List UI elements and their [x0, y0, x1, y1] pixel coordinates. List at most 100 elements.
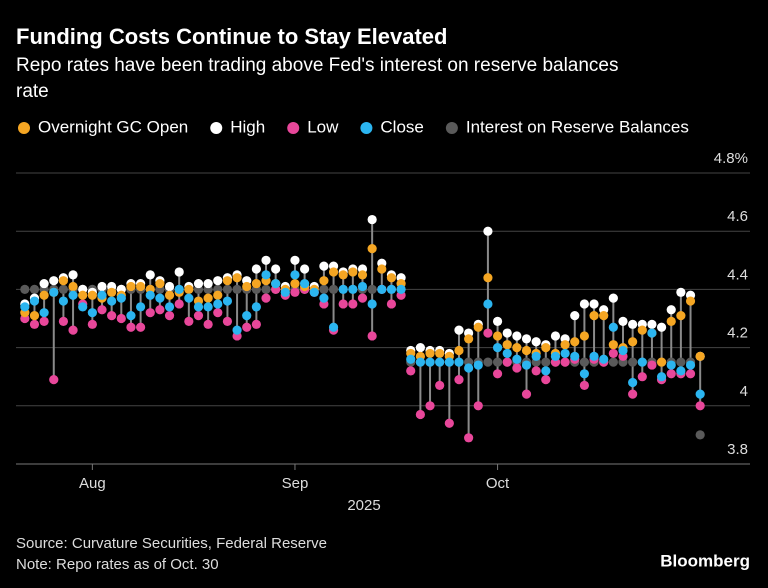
dot	[87, 308, 97, 318]
x-tick-label: Oct	[486, 475, 510, 492]
dot	[454, 345, 464, 356]
dot	[570, 351, 580, 361]
dot	[174, 284, 184, 294]
dot	[49, 287, 59, 297]
dot	[512, 343, 522, 353]
y-tick-label: 4	[740, 383, 748, 400]
dot	[685, 360, 696, 370]
dot	[560, 340, 570, 350]
legend-label: Low	[307, 117, 339, 136]
dot	[367, 331, 377, 341]
dot	[695, 389, 705, 399]
dot	[608, 322, 618, 332]
dot	[68, 270, 78, 280]
dot	[560, 348, 570, 359]
dot	[300, 264, 310, 274]
dot	[251, 302, 261, 312]
dot	[116, 293, 126, 303]
dot	[531, 366, 541, 376]
dot	[145, 308, 155, 318]
dot	[338, 284, 348, 294]
dot	[367, 244, 377, 254]
dot	[357, 281, 368, 292]
dot	[589, 299, 599, 309]
dot	[608, 293, 618, 303]
dot	[348, 299, 358, 309]
dot	[406, 366, 416, 376]
dot	[222, 284, 233, 294]
dot	[78, 302, 88, 312]
dot	[20, 284, 30, 294]
dot	[377, 284, 387, 294]
dot	[425, 401, 435, 411]
dot	[319, 261, 329, 271]
dot	[184, 284, 194, 294]
dot	[193, 310, 204, 321]
dot	[637, 357, 647, 367]
dot	[541, 375, 551, 385]
y-tick-label: 3.8	[727, 441, 748, 458]
dot	[203, 293, 213, 303]
dot	[222, 296, 233, 306]
legend-label: High	[230, 117, 265, 136]
dot	[49, 375, 59, 385]
chart-title: Funding Costs Continue to Stay Elevated	[16, 24, 447, 49]
dot	[145, 270, 155, 280]
dot	[232, 273, 242, 283]
dot	[271, 264, 281, 274]
dot	[309, 287, 319, 297]
dot	[695, 351, 705, 361]
dot	[135, 302, 146, 312]
dot	[232, 284, 242, 294]
dot	[213, 290, 223, 300]
dot	[685, 369, 696, 379]
x-tick-label: Aug	[79, 475, 106, 492]
dot	[502, 348, 512, 359]
dot	[155, 305, 165, 315]
dot	[608, 348, 618, 359]
dot	[155, 293, 165, 303]
dot	[107, 296, 117, 306]
dot	[222, 276, 233, 286]
dot	[550, 351, 561, 361]
dot	[184, 293, 194, 303]
dot	[145, 290, 155, 300]
dot	[213, 276, 223, 286]
dot	[290, 287, 300, 297]
dot	[213, 308, 223, 318]
dot	[213, 299, 223, 309]
dot	[184, 316, 194, 327]
dot	[251, 264, 261, 274]
dot	[647, 319, 657, 329]
dot	[164, 281, 175, 292]
dot	[628, 337, 638, 347]
dot	[203, 302, 213, 312]
dot	[58, 316, 69, 327]
dot	[78, 290, 88, 300]
dot	[68, 325, 78, 335]
legend-swatch	[210, 122, 223, 134]
dot	[560, 357, 570, 367]
dot	[492, 369, 503, 379]
dot	[367, 214, 377, 225]
dot	[49, 276, 59, 286]
dot	[464, 363, 474, 373]
dot	[618, 316, 628, 327]
dot	[454, 325, 464, 335]
dot	[126, 281, 136, 292]
dot	[415, 343, 425, 353]
dot	[97, 305, 107, 315]
dot	[628, 389, 638, 399]
dot	[570, 310, 580, 321]
dot	[357, 293, 368, 303]
dot	[454, 357, 464, 367]
dot	[135, 322, 146, 332]
dot	[579, 369, 590, 379]
dot	[521, 334, 532, 344]
dot	[97, 290, 107, 300]
dot	[280, 287, 290, 297]
dot	[232, 325, 242, 335]
legend-swatch	[445, 122, 458, 134]
dot	[164, 310, 175, 321]
dot	[531, 337, 541, 347]
